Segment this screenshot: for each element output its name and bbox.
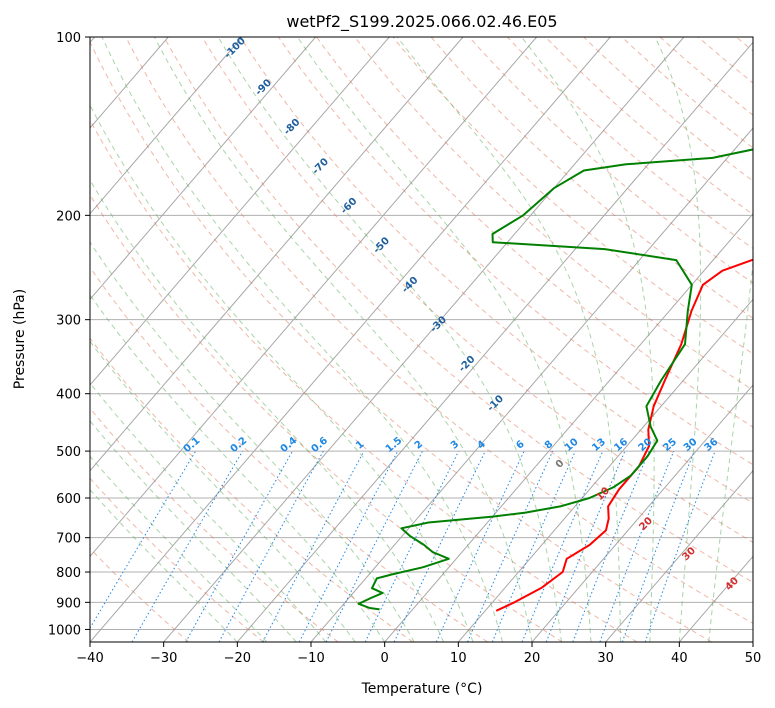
dry-adiabat-line <box>125 37 753 624</box>
dry-adiabat-line <box>277 37 753 466</box>
x-tick-label: 20 <box>524 651 541 666</box>
isotherm-line <box>90 37 538 558</box>
y-tick-label: 800 <box>56 566 81 581</box>
moist-adiabat-line <box>153 37 533 642</box>
mixing-ratio-line <box>467 450 554 642</box>
isotherm-line <box>457 298 753 642</box>
sounding-profiles <box>357 148 753 612</box>
y-axis-label: Pressure (hPa) <box>12 289 28 389</box>
x-axis-label: Temperature (°C) <box>361 681 483 697</box>
y-tick-label: 1000 <box>48 623 81 638</box>
dry-adiabat-line <box>201 37 753 543</box>
isotherm-line <box>605 469 753 642</box>
y-tick-label: 400 <box>56 388 81 403</box>
y-tick-label: 300 <box>56 314 81 329</box>
dry-adiabat-line <box>545 37 753 216</box>
isotherm-line <box>163 37 685 642</box>
x-tick-label: −30 <box>150 651 177 666</box>
mixing-ratio-line <box>621 450 695 642</box>
mixing-ratio-line <box>262 450 365 642</box>
y-tick-label: 200 <box>56 209 81 224</box>
isotherm-line <box>90 37 390 386</box>
y-tick-label: 600 <box>56 492 81 507</box>
moist-adiabat-line <box>90 455 268 642</box>
mixing-ratio-line <box>185 450 293 642</box>
isotherm-line <box>531 384 753 642</box>
mixing-ratio-line <box>491 450 576 642</box>
dry-adiabat-line <box>90 194 563 642</box>
dry-adiabat-line <box>90 266 488 642</box>
dry-adiabat-line <box>239 37 753 504</box>
x-tick-label: −10 <box>297 651 324 666</box>
x-tick-label: 30 <box>597 651 614 666</box>
mixing-ratio-line <box>572 450 650 642</box>
temperature-line <box>495 258 753 612</box>
dry-adiabat-line <box>392 37 753 355</box>
moist-adiabat-line <box>90 382 327 642</box>
isotherm-line <box>90 37 464 472</box>
dry-adiabat-line <box>90 337 414 642</box>
dry-adiabat-line <box>90 40 712 642</box>
moist-adiabat-line <box>217 37 562 642</box>
x-tick-label: 40 <box>671 651 688 666</box>
x-tick-label: 10 <box>450 651 467 666</box>
dry-adiabat-line <box>316 37 753 428</box>
x-tick-label: −20 <box>224 651 251 666</box>
x-tick-label: 0 <box>381 651 389 666</box>
dewpoint-line <box>357 148 753 611</box>
moist-adiabat-line <box>90 179 445 642</box>
dry-adiabat-line <box>163 37 753 583</box>
x-tick-label: 50 <box>745 651 762 666</box>
moist-adiabat-line <box>90 241 415 642</box>
plot-background <box>90 37 753 642</box>
moist-adiabat-line <box>90 294 386 642</box>
moist-adiabat-line <box>297 37 592 642</box>
y-tick-label: 900 <box>56 596 81 611</box>
dry-adiabat-line <box>354 37 753 391</box>
dry-adiabat-line <box>468 37 753 284</box>
mixing-ratio-line <box>218 450 324 642</box>
plot-frame <box>89 36 754 643</box>
moist-adiabat-line <box>708 257 753 642</box>
y-tick-label: 100 <box>56 31 81 46</box>
dry-adiabat-line <box>583 37 753 182</box>
dry-adiabat-line <box>90 477 264 642</box>
y-tick-label: 500 <box>56 445 81 460</box>
x-tick-label: −40 <box>76 651 103 666</box>
dry-adiabat-line <box>90 119 638 642</box>
moist-adiabat-line <box>654 37 702 642</box>
mixing-ratio-line <box>521 450 604 642</box>
moist-adiabat-line <box>90 420 297 642</box>
mixing-ratio-line <box>644 450 716 642</box>
moist-adiabat-line <box>521 37 655 642</box>
moist-adiabat-line <box>90 340 356 642</box>
dry-adiabat-line <box>507 37 753 250</box>
mixing-ratio-line <box>325 450 423 642</box>
isotherm-line <box>752 641 753 642</box>
mixing-ratio-line <box>599 450 675 642</box>
chart-title: wetPf2_S199.2025.066.02.46.E05 <box>286 12 557 32</box>
y-tick-label: 700 <box>56 532 81 547</box>
mixing-ratio-line <box>545 450 626 642</box>
mixing-ratio-line <box>364 450 460 642</box>
axis-ticks: −40 −30 −20 −10 0 10 20 30 40 50 100 200 300 400 500 60… <box>48 31 761 666</box>
isotherm-line <box>384 212 753 642</box>
isotherm-line <box>90 37 611 642</box>
moist-adiabat-line <box>90 104 474 642</box>
isotherm-line <box>90 37 243 215</box>
isotherm-line <box>236 41 753 642</box>
isotherm-line <box>90 37 317 301</box>
